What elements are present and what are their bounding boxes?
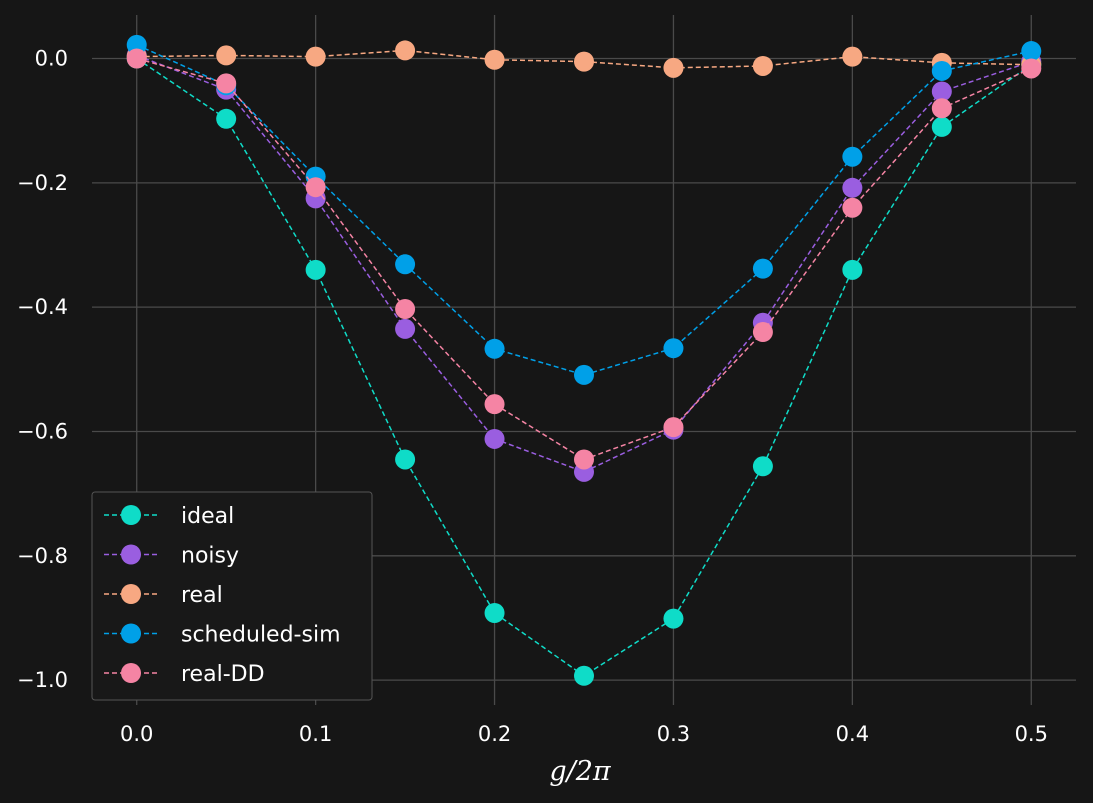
data-point-scheduled-sim <box>484 338 505 359</box>
x-tick-label: 0.1 <box>299 722 332 746</box>
series-line-noisy <box>136 54 1032 473</box>
data-point-scheduled-sim <box>574 364 594 385</box>
series-real-DD <box>126 48 1042 470</box>
data-point-real <box>574 51 594 72</box>
data-point-scheduled-sim <box>842 146 863 167</box>
data-point-real-DD <box>395 299 416 320</box>
x-tick-label: 0.4 <box>836 722 869 746</box>
legend-marker <box>121 623 141 644</box>
data-point-noisy <box>395 318 416 339</box>
data-point-ideal <box>484 603 505 623</box>
data-point-ideal <box>752 456 773 477</box>
y-tick-label: −0.2 <box>17 171 68 195</box>
legend-label: real <box>181 583 223 608</box>
data-point-scheduled-sim <box>663 338 684 359</box>
x-axis-label: g/2π <box>549 756 612 787</box>
data-point-real-DD <box>842 197 863 218</box>
y-tick-label: −0.4 <box>17 295 68 319</box>
x-axis-ticks: 0.0 0.1 0.2 0.3 0.4 0.5 <box>120 722 1048 746</box>
legend-box <box>91 491 373 701</box>
data-point-ideal <box>305 259 326 280</box>
data-point-real-DD <box>663 417 684 438</box>
x-tick-label: 0.3 <box>657 722 690 746</box>
data-point-scheduled-sim <box>1021 41 1042 62</box>
data-point-real <box>216 45 237 66</box>
legend-marker <box>121 544 141 565</box>
data-point-ideal <box>931 116 952 137</box>
data-point-scheduled-sim <box>395 254 416 275</box>
data-point-real <box>842 46 863 67</box>
data-point-real-DD <box>931 98 952 119</box>
legend-item-real-DD: real-DD <box>104 662 265 687</box>
legend-item-noisy: noisy <box>104 544 239 569</box>
series-line-scheduled-sim <box>136 44 1032 376</box>
data-point-noisy <box>842 177 863 198</box>
legend-item-real: real <box>104 583 223 608</box>
data-point-noisy <box>931 81 952 102</box>
series-noisy <box>126 45 1042 482</box>
data-point-scheduled-sim <box>931 60 952 81</box>
data-point-ideal <box>574 665 594 686</box>
data-point-ideal <box>842 259 863 280</box>
data-point-scheduled-sim <box>126 34 147 55</box>
data-point-ideal <box>663 608 684 629</box>
data-point-real-DD <box>305 177 326 198</box>
legend-item-ideal: ideal <box>104 504 234 529</box>
series-scheduled-sim <box>126 34 1042 385</box>
legend-marker <box>121 663 141 683</box>
legend-label: scheduled-sim <box>181 623 341 648</box>
legend-label: ideal <box>181 504 234 529</box>
data-point-real <box>752 55 773 76</box>
legend: ideal noisy real scheduled-sim real-DD <box>91 491 373 701</box>
legend-label: noisy <box>181 544 239 569</box>
data-point-noisy <box>484 428 505 449</box>
y-tick-label: −0.8 <box>17 544 68 568</box>
y-axis-ticks: 0.0 −0.2 −0.4 −0.6 −0.8 −1.0 <box>17 47 68 693</box>
data-point-real <box>305 46 326 67</box>
legend-label: real-DD <box>181 662 265 687</box>
series-layer <box>126 34 1042 686</box>
data-point-ideal <box>395 449 416 470</box>
data-point-real <box>395 40 416 61</box>
data-point-real-DD <box>484 394 505 415</box>
data-point-ideal <box>216 108 237 129</box>
x-tick-label: 0.5 <box>1015 722 1048 746</box>
data-point-real-DD <box>216 73 237 94</box>
data-point-real-DD <box>126 48 147 69</box>
y-tick-label: −0.6 <box>17 419 68 443</box>
data-point-real-DD <box>752 322 773 343</box>
legend-item-scheduled-sim: scheduled-sim <box>104 623 341 648</box>
legend-marker <box>121 584 141 604</box>
legend-marker <box>121 505 141 525</box>
x-tick-label: 0.2 <box>478 722 511 746</box>
data-point-real <box>663 57 684 78</box>
data-point-scheduled-sim <box>752 258 773 279</box>
y-tick-label: −1.0 <box>17 668 68 692</box>
data-point-real <box>484 49 505 70</box>
data-point-real-DD <box>1021 58 1042 79</box>
series-line-real-DD <box>136 57 1032 461</box>
x-tick-label: 0.0 <box>120 722 153 746</box>
y-tick-label: 0.0 <box>35 47 68 71</box>
data-point-real-DD <box>574 449 594 470</box>
